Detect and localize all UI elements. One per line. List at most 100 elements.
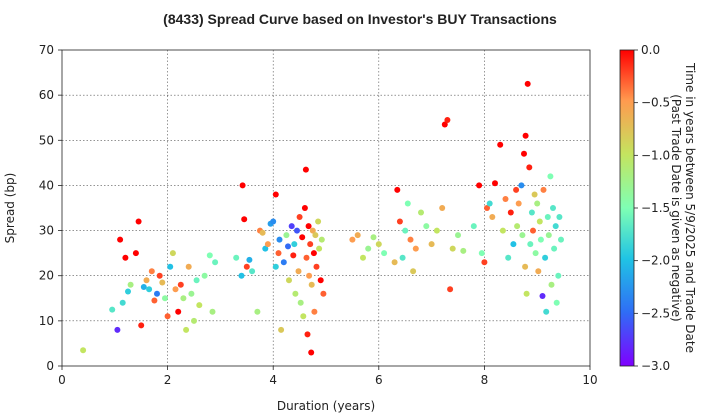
data-point	[275, 250, 282, 257]
data-point	[497, 141, 504, 148]
colorbar-label-line2: (Past Trade Date is given as negative)	[669, 94, 683, 322]
data-point	[290, 252, 297, 259]
data-point	[513, 186, 520, 193]
data-point	[175, 308, 182, 315]
colorbar-tick-label: −2.0	[641, 254, 670, 268]
data-point	[433, 227, 440, 234]
data-point	[297, 299, 304, 306]
data-point	[394, 186, 401, 193]
data-point	[412, 245, 419, 252]
chart-title: (8433) Spread Curve based on Investor's …	[163, 11, 557, 27]
data-point	[180, 295, 187, 302]
data-point	[522, 263, 529, 270]
data-point	[243, 263, 250, 270]
data-point	[264, 241, 271, 248]
data-point	[238, 272, 245, 279]
data-point	[510, 241, 517, 248]
data-point	[540, 186, 547, 193]
data-point	[156, 272, 163, 279]
data-point	[304, 331, 311, 338]
data-point	[183, 326, 190, 333]
data-point	[547, 173, 554, 180]
y-tick-label: 30	[39, 224, 54, 238]
data-point	[407, 236, 414, 243]
data-point	[523, 290, 530, 297]
data-point	[519, 232, 526, 239]
data-point	[542, 254, 549, 261]
scatter-points	[80, 80, 564, 356]
data-point	[114, 326, 121, 333]
data-point	[127, 281, 134, 288]
data-point	[316, 245, 323, 252]
data-point	[318, 236, 325, 243]
data-point	[295, 268, 302, 275]
data-point	[308, 281, 315, 288]
x-tick-label: 8	[481, 373, 489, 387]
data-point	[545, 232, 552, 239]
data-point	[306, 272, 313, 279]
y-tick-label: 70	[39, 43, 54, 57]
data-point	[196, 302, 203, 309]
data-point	[524, 80, 531, 87]
data-point	[154, 290, 160, 297]
data-point	[370, 234, 377, 241]
data-point	[206, 252, 213, 259]
colorbar-tick-label: −1.5	[641, 201, 670, 215]
data-point	[308, 349, 315, 356]
y-axis-label: Spread (bp)	[3, 173, 17, 244]
x-tick-label: 2	[164, 373, 172, 387]
data-point	[302, 166, 309, 173]
data-point	[299, 234, 306, 241]
data-point	[556, 214, 563, 220]
data-point	[536, 218, 543, 225]
data-point	[172, 286, 179, 293]
data-point	[119, 299, 126, 306]
data-point	[514, 223, 521, 230]
grid	[62, 50, 590, 366]
data-point	[460, 247, 467, 254]
data-point	[278, 326, 285, 333]
colorbar-tick-label: 0.0	[641, 43, 660, 57]
data-point	[527, 241, 534, 248]
data-point	[212, 259, 219, 266]
colorbar-tick-label: −3.0	[641, 359, 670, 373]
data-point	[292, 290, 299, 297]
data-point	[148, 268, 155, 275]
data-point	[354, 232, 361, 239]
data-point	[381, 250, 388, 257]
data-point	[539, 293, 546, 299]
data-point	[476, 182, 483, 189]
data-point	[143, 277, 150, 284]
colorbar-tick-label: −0.5	[641, 96, 670, 110]
data-point	[291, 241, 298, 248]
data-point	[249, 268, 256, 275]
data-point	[191, 317, 197, 324]
data-point	[303, 254, 310, 261]
x-tick-label: 4	[269, 373, 277, 387]
data-point	[276, 236, 283, 243]
x-tick-label: 10	[582, 373, 597, 387]
data-point	[280, 259, 287, 266]
data-point	[272, 191, 279, 198]
data-point	[132, 250, 139, 257]
data-point	[135, 218, 142, 225]
data-point	[109, 306, 116, 313]
data-point	[233, 254, 240, 261]
data-point	[550, 205, 556, 211]
data-point	[507, 209, 514, 216]
data-point	[311, 308, 318, 315]
data-point	[528, 209, 535, 216]
y-tick-label: 60	[39, 88, 54, 102]
data-point	[193, 277, 200, 284]
data-point	[241, 216, 248, 223]
data-point	[531, 191, 538, 198]
colorbar-ticks: 0.0 −0.5 −1.0 −1.5 −2.0 −2.5 −3.0	[634, 43, 670, 373]
data-point	[548, 281, 555, 288]
data-point	[185, 263, 192, 270]
data-point	[239, 182, 246, 189]
colorbar-tick-label: −2.5	[641, 306, 670, 320]
data-point	[169, 250, 176, 257]
x-axis-ticks: 0 2 4 6 8 10	[58, 366, 598, 387]
data-point	[146, 286, 153, 293]
